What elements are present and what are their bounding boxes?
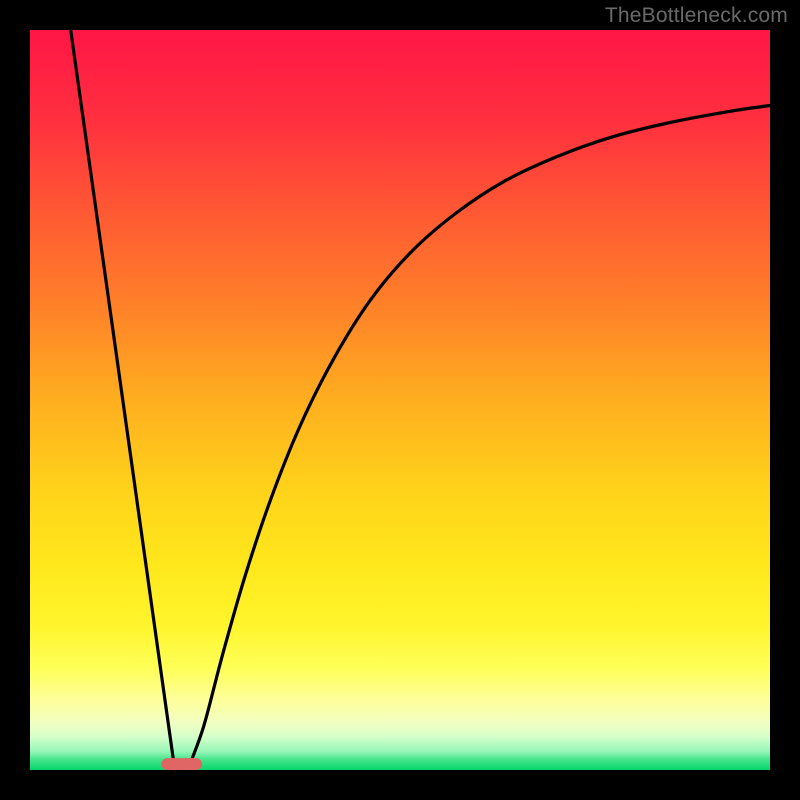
optimal-marker — [161, 758, 202, 770]
plot-svg — [30, 30, 770, 770]
watermark-text: TheBottleneck.com — [605, 4, 788, 28]
gradient-background — [30, 30, 770, 770]
plot-area — [30, 30, 770, 770]
